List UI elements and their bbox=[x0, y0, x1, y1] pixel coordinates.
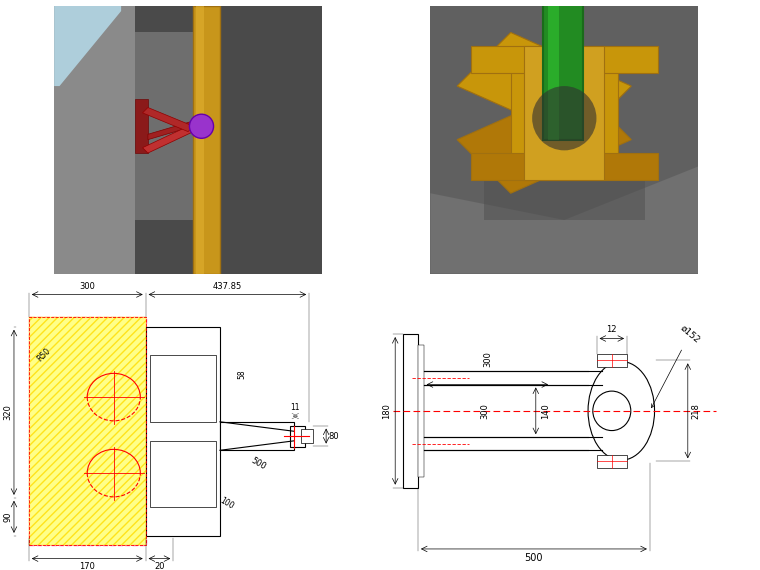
Polygon shape bbox=[143, 127, 194, 153]
Polygon shape bbox=[135, 6, 322, 274]
Bar bbox=[597, 354, 627, 367]
Text: R50: R50 bbox=[35, 347, 52, 364]
Bar bbox=[543, 1, 583, 140]
Polygon shape bbox=[54, 6, 135, 274]
Polygon shape bbox=[54, 6, 322, 274]
Bar bbox=[597, 455, 627, 468]
Text: 500: 500 bbox=[524, 553, 543, 563]
Polygon shape bbox=[54, 113, 322, 274]
Bar bbox=[29, 317, 146, 545]
Text: 12: 12 bbox=[606, 325, 617, 334]
Bar bbox=[548, 1, 559, 140]
Text: 300: 300 bbox=[79, 282, 95, 291]
Text: 100: 100 bbox=[218, 496, 235, 511]
Polygon shape bbox=[458, 32, 632, 140]
Text: 218: 218 bbox=[692, 403, 701, 419]
Text: 140: 140 bbox=[541, 403, 550, 419]
Polygon shape bbox=[524, 46, 604, 180]
Bar bbox=[196, 6, 204, 274]
Polygon shape bbox=[54, 6, 135, 113]
Polygon shape bbox=[54, 6, 161, 274]
Bar bbox=[194, 6, 220, 274]
Polygon shape bbox=[430, 166, 698, 274]
Bar bbox=[403, 334, 418, 487]
Text: 20: 20 bbox=[154, 563, 165, 570]
Polygon shape bbox=[470, 46, 658, 73]
Polygon shape bbox=[430, 6, 698, 274]
Bar bbox=[150, 355, 216, 422]
Text: 300: 300 bbox=[480, 403, 489, 419]
Text: 500: 500 bbox=[249, 456, 268, 471]
Bar bbox=[418, 345, 424, 477]
Text: 180: 180 bbox=[382, 403, 391, 419]
Text: 58: 58 bbox=[237, 369, 246, 379]
Text: ø152: ø152 bbox=[651, 323, 701, 408]
Circle shape bbox=[189, 114, 214, 139]
Polygon shape bbox=[458, 86, 632, 193]
Bar bbox=[290, 426, 305, 446]
Text: 300: 300 bbox=[483, 351, 492, 367]
Text: 320: 320 bbox=[3, 404, 12, 420]
Bar bbox=[150, 441, 216, 507]
Polygon shape bbox=[470, 153, 658, 180]
Text: 170: 170 bbox=[79, 563, 95, 570]
Text: 437.85: 437.85 bbox=[213, 282, 242, 291]
Bar bbox=[220, 422, 294, 450]
Polygon shape bbox=[484, 166, 644, 220]
Text: 80: 80 bbox=[328, 431, 339, 441]
Bar bbox=[301, 429, 313, 443]
Polygon shape bbox=[143, 108, 194, 132]
Polygon shape bbox=[511, 59, 618, 166]
Circle shape bbox=[532, 86, 597, 150]
Bar bbox=[146, 327, 220, 536]
Polygon shape bbox=[29, 317, 146, 545]
Polygon shape bbox=[148, 121, 194, 140]
Polygon shape bbox=[54, 6, 121, 86]
Polygon shape bbox=[135, 99, 148, 153]
Text: 11: 11 bbox=[290, 404, 300, 412]
Polygon shape bbox=[135, 32, 215, 220]
Text: 90: 90 bbox=[3, 511, 12, 522]
